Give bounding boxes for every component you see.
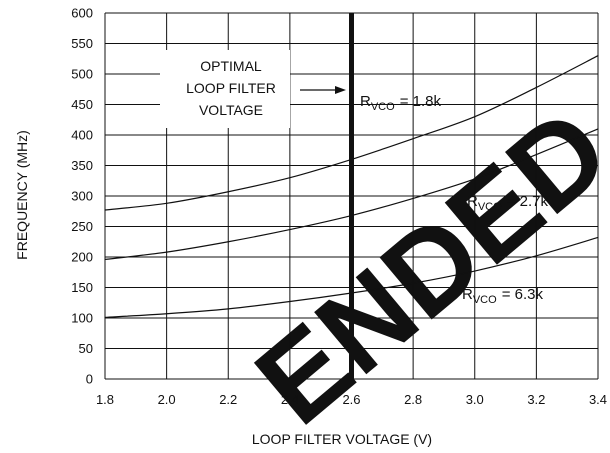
x-tick-label: 1.8 (96, 392, 114, 407)
x-tick-label: 2.0 (158, 392, 176, 407)
y-tick-label: 150 (71, 280, 93, 295)
data-point (104, 316, 106, 318)
data-point (227, 308, 229, 310)
x-tick-label: 3.4 (589, 392, 607, 407)
data-point (474, 270, 476, 272)
y-tick-label: 450 (71, 97, 93, 112)
data-point (166, 313, 168, 315)
x-axis-title: LOOP FILTER VOLTAGE (V) (252, 431, 432, 447)
data-point (289, 177, 291, 179)
x-tick-label: 2.4 (281, 392, 299, 407)
data-point (412, 138, 414, 140)
y-tick-label: 50 (79, 341, 93, 356)
data-point (412, 197, 414, 200)
data-point (597, 236, 599, 239)
y-tick-label: 250 (71, 219, 93, 234)
series-label-subscript: VCO (478, 201, 502, 213)
data-point (227, 191, 229, 193)
data-point (104, 209, 106, 211)
data-point (166, 251, 168, 253)
y-tick-label: 350 (71, 158, 93, 173)
data-point (535, 86, 537, 89)
annotation-line: LOOP FILTER (186, 80, 276, 96)
series-label-main: R (467, 193, 478, 210)
y-tick-label: 100 (71, 311, 93, 326)
series-line-2 (104, 128, 599, 261)
series-label-1: RVCO = 1.8k (360, 93, 441, 113)
series-label-value: = 1.8k (400, 93, 442, 110)
data-point (474, 178, 476, 180)
y-tick-label: 300 (71, 189, 93, 204)
series-label-2: RVCO = 2.7k (467, 193, 548, 213)
series-label-value: = 2.7k (507, 193, 549, 210)
data-point (289, 300, 291, 303)
y-tick-label: 400 (71, 128, 93, 143)
series-line-1 (104, 55, 599, 211)
data-point (412, 282, 414, 284)
y-tick-label: 500 (71, 67, 93, 82)
series-label-main: R (462, 286, 473, 303)
data-point (166, 202, 168, 204)
data-point (289, 228, 291, 231)
series-label-3: RVCO = 6.3k (462, 286, 543, 306)
x-tick-label: 2.6 (342, 392, 360, 407)
x-tick-label: 3.0 (466, 392, 484, 407)
y-tick-label: 600 (71, 6, 93, 21)
y-axis-title: FREQUENCY (MHz) (14, 130, 30, 260)
series-label-value: = 6.3k (502, 286, 544, 303)
x-tick-label: 2.2 (219, 392, 237, 407)
data-point (535, 255, 537, 257)
series-label-subscript: VCO (371, 101, 395, 113)
annotation-line: OPTIMAL (200, 58, 262, 74)
data-point (474, 116, 476, 118)
data-point (597, 55, 599, 57)
tick-labels: 0 50 100 150 200 250 300 350 400 450 500 550 600 1.8 2… (71, 6, 607, 408)
y-tick-label: 200 (71, 250, 93, 265)
data-point (597, 128, 599, 130)
x-tick-label: 2.8 (404, 392, 422, 407)
series-lines (104, 13, 599, 379)
data-point (104, 258, 106, 261)
series-label-main: R (360, 93, 371, 110)
series-label-subscript: VCO (473, 294, 497, 306)
annotation-arrow-head (335, 86, 346, 94)
y-tick-label: 550 (71, 36, 93, 51)
annotation-background (160, 50, 290, 128)
x-tick-label: 3.2 (527, 392, 545, 407)
annotation-line: VOLTAGE (199, 102, 263, 118)
annotation: OPTIMAL LOOP FILTER VOLTAGE (160, 50, 346, 128)
data-point (535, 153, 537, 156)
y-tick-label: 0 (86, 372, 93, 387)
data-point (227, 241, 229, 243)
